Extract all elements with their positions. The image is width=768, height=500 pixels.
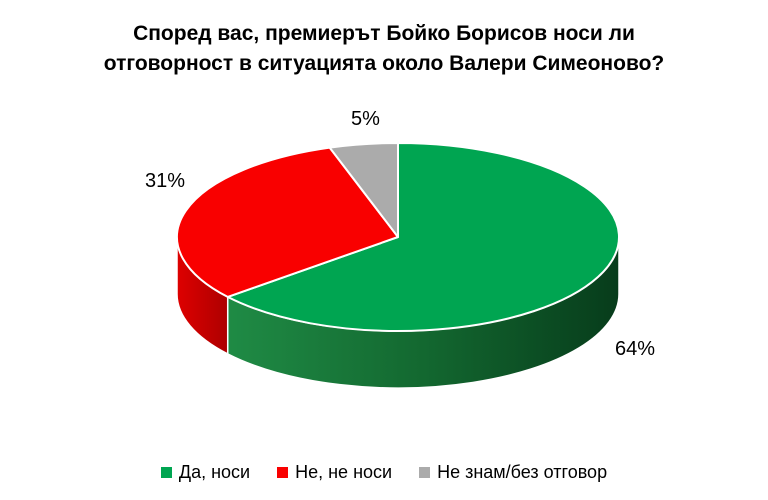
legend-label: Не, не носи <box>295 462 393 482</box>
pie-slice-0 <box>226 142 620 332</box>
slice-value-label-ne-ne-nosi: 31% <box>145 170 186 192</box>
legend-swatch-red <box>277 467 289 478</box>
legend-swatch-gray <box>419 467 431 478</box>
chart-title-line-2: отговорност в ситуацията около Валери Си… <box>103 52 665 75</box>
legend-label: Да, носи <box>178 462 251 482</box>
pie-slice-1 <box>176 146 399 298</box>
pie-tops-group <box>176 142 620 332</box>
legend-item-ne-znam: Не знам/без отговор <box>419 462 607 483</box>
legend-item-ne-ne-nosi: Не, не носи <box>277 462 392 483</box>
legend-swatch-green <box>160 467 172 478</box>
legend-label: Не знам/без отговор <box>437 462 608 482</box>
slice-value-label-da-nosi: 64% <box>615 338 656 360</box>
pie-slice-2 <box>328 142 399 238</box>
legend-item-da-nosi: Да, носи <box>160 462 251 483</box>
slice-value-label-ne-znam: 5% <box>351 108 380 130</box>
chart-title: Според вас, премиерът Бойко Борисов носи… <box>0 19 768 79</box>
chart-title-line-1: Според вас, премиерът Бойко Борисов носи… <box>133 22 635 45</box>
legend: Да, носи Не, не носи Не знам/без отговор <box>0 462 768 483</box>
